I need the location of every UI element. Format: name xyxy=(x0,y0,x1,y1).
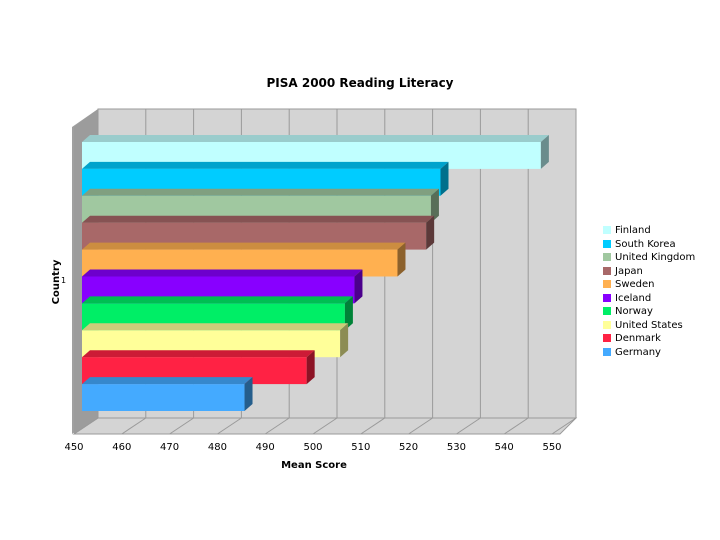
bar-front xyxy=(82,384,245,411)
floor-grid-line xyxy=(312,417,338,435)
floor-grid-line xyxy=(121,417,147,435)
x-tick-label: 450 xyxy=(64,442,83,453)
bar-end xyxy=(244,377,253,411)
legend-swatch xyxy=(603,293,611,302)
legend-label: Denmark xyxy=(615,333,661,344)
legend-label: United States xyxy=(615,319,683,331)
legend-label: South Korea xyxy=(615,238,676,250)
legend-item: Germany xyxy=(603,346,695,360)
legend-item: United Kingdom xyxy=(603,251,695,265)
x-tick-label: 470 xyxy=(160,442,179,453)
x-tick-label: 540 xyxy=(495,442,514,453)
bar-end xyxy=(397,242,406,277)
bar-top xyxy=(82,188,439,196)
floor-grid-line xyxy=(456,417,481,435)
legend-swatch xyxy=(603,239,611,248)
bar-top xyxy=(82,269,363,277)
floor-grid-line xyxy=(264,417,290,435)
floor-grid-line xyxy=(503,417,529,435)
legend-swatch xyxy=(603,320,611,329)
floor-grid-line xyxy=(360,417,386,435)
bar-top xyxy=(82,296,353,304)
legend-label: Sweden xyxy=(615,279,655,290)
legend-label: Germany xyxy=(615,346,661,358)
bar-end xyxy=(340,323,349,358)
floor-grid-line xyxy=(169,417,194,435)
legend-label: United Kingdom xyxy=(615,252,696,263)
x-tick-label: 500 xyxy=(303,442,322,453)
bar-top xyxy=(82,350,315,358)
legend-swatch xyxy=(603,266,611,275)
x-tick-label: 550 xyxy=(542,442,561,453)
bar-end xyxy=(344,296,353,331)
bar-end xyxy=(426,215,435,250)
legend-item: Sweden xyxy=(603,278,695,292)
legend-swatch xyxy=(603,347,611,356)
legend-swatch xyxy=(603,226,611,234)
bar-top xyxy=(82,135,549,142)
legend-swatch xyxy=(603,307,611,315)
legend-swatch xyxy=(603,280,611,288)
legend-item: Japan xyxy=(603,265,695,279)
legend-item: United States xyxy=(603,319,695,333)
x-tick-label: 530 xyxy=(447,442,466,453)
floor-grid-line xyxy=(551,417,577,435)
x-tick-label: 510 xyxy=(351,442,370,453)
bar-top xyxy=(82,242,406,250)
bar-top xyxy=(82,323,349,331)
bar-end xyxy=(440,161,449,196)
legend-label: Norway xyxy=(615,306,653,317)
x-tick-label: 460 xyxy=(112,442,131,453)
legend-item: Denmark xyxy=(603,332,695,346)
legend-label: Iceland xyxy=(615,292,652,304)
legend-item: Finland xyxy=(603,224,695,238)
y-category-label: 1 xyxy=(61,276,67,285)
legend-swatch xyxy=(603,253,611,261)
legend-item: South Korea xyxy=(603,238,695,252)
legend: Finland South Korea United Kingdom Japan Swe… xyxy=(603,224,695,359)
bar-top xyxy=(82,161,449,169)
bar-end xyxy=(306,350,315,385)
bar-end xyxy=(540,135,549,169)
bar-germany xyxy=(82,377,253,411)
bar-top xyxy=(82,377,253,385)
legend-item: Norway xyxy=(603,305,695,319)
x-tick-label: 520 xyxy=(399,442,418,453)
x-tick-labels: 450 460 470 480 490 500 510 520 530 540 550 xyxy=(64,442,561,453)
bars xyxy=(82,135,549,411)
chart-title: PISA 2000 Reading Literacy xyxy=(266,76,454,90)
floor-grid-line xyxy=(73,417,99,435)
legend-label: Japan xyxy=(615,265,643,277)
x-tick-label: 480 xyxy=(208,442,227,453)
bar-top xyxy=(82,215,435,223)
x-axis-label: Mean Score xyxy=(281,460,347,471)
legend-swatch xyxy=(603,334,611,342)
floor-grid-line xyxy=(408,417,433,435)
x-tick-label: 490 xyxy=(256,442,275,453)
bar-end xyxy=(430,188,439,223)
floor-grid-line xyxy=(217,417,242,435)
legend-item: Iceland xyxy=(603,292,695,306)
legend-label: Finland xyxy=(615,225,651,236)
bar-end xyxy=(354,269,363,304)
